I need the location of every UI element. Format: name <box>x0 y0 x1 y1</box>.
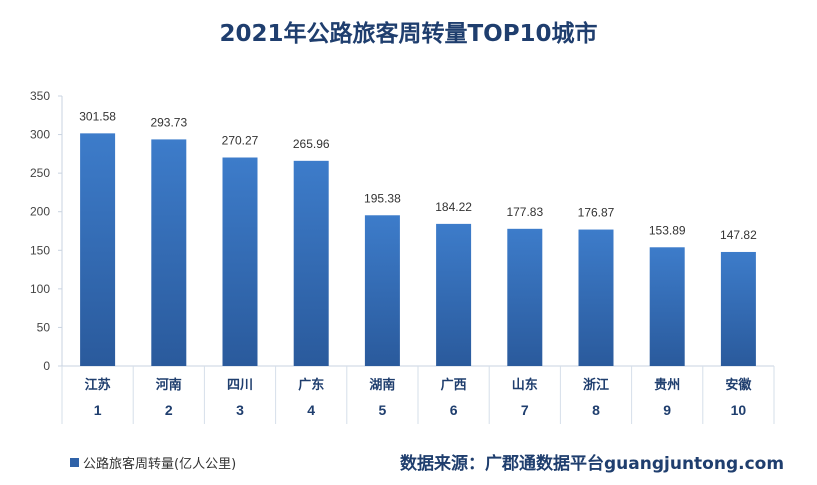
rank-label: 8 <box>592 402 600 418</box>
bar <box>293 160 329 366</box>
category-label: 湖南 <box>369 377 395 393</box>
y-tick-label: 150 <box>30 243 50 257</box>
rank-label: 2 <box>165 402 173 418</box>
rank-label: 9 <box>663 402 671 418</box>
category-label: 江苏 <box>85 377 111 393</box>
bar <box>507 228 543 366</box>
category-label: 四川 <box>227 378 253 393</box>
data-label: 301.58 <box>79 109 116 123</box>
legend-label: 公路旅客周转量(亿人公里) <box>83 457 237 472</box>
data-label: 177.83 <box>506 205 543 219</box>
y-tick-label: 50 <box>37 320 51 334</box>
rank-label: 5 <box>379 402 387 418</box>
rank-label: 1 <box>94 402 102 418</box>
bar <box>364 215 400 366</box>
data-label: 153.89 <box>649 223 686 237</box>
legend: 公路旅客周转量(亿人公里) <box>70 453 236 472</box>
data-label: 265.96 <box>293 137 330 151</box>
data-label: 176.87 <box>578 206 615 220</box>
data-label: 184.22 <box>435 200 472 214</box>
y-tick-label: 300 <box>30 128 50 142</box>
category-label: 山东 <box>512 377 538 393</box>
bar <box>151 139 187 366</box>
data-label: 195.38 <box>364 191 401 205</box>
legend-swatch <box>70 458 79 467</box>
rank-label: 3 <box>236 402 244 418</box>
data-source: 数据来源：广郡通数据平台guangjuntong.com <box>400 454 785 474</box>
category-label: 安徽 <box>725 377 752 393</box>
bar <box>720 251 756 366</box>
y-tick-label: 100 <box>30 282 50 296</box>
y-tick-label: 350 <box>30 89 50 103</box>
rank-label: 10 <box>731 402 747 418</box>
y-tick-label: 0 <box>43 359 50 373</box>
bar <box>578 229 614 366</box>
bar <box>222 157 258 366</box>
y-tick-label: 250 <box>30 166 50 180</box>
rank-label: 4 <box>307 402 315 418</box>
data-label: 270.27 <box>222 134 259 148</box>
data-label: 147.82 <box>720 228 757 242</box>
rank-label: 7 <box>521 402 529 418</box>
category-label: 广东 <box>298 377 324 393</box>
bar <box>80 133 116 366</box>
data-label: 293.73 <box>150 115 187 129</box>
category-label: 广西 <box>441 377 467 393</box>
category-label: 河南 <box>156 377 182 393</box>
rank-label: 6 <box>450 402 458 418</box>
bar <box>649 247 685 366</box>
bar <box>436 223 472 366</box>
category-label: 贵州 <box>654 377 680 393</box>
category-label: 浙江 <box>583 377 609 393</box>
chart-title: 2021年公路旅客周转量TOP10城市 <box>219 21 598 47</box>
y-tick-label: 200 <box>30 205 50 219</box>
